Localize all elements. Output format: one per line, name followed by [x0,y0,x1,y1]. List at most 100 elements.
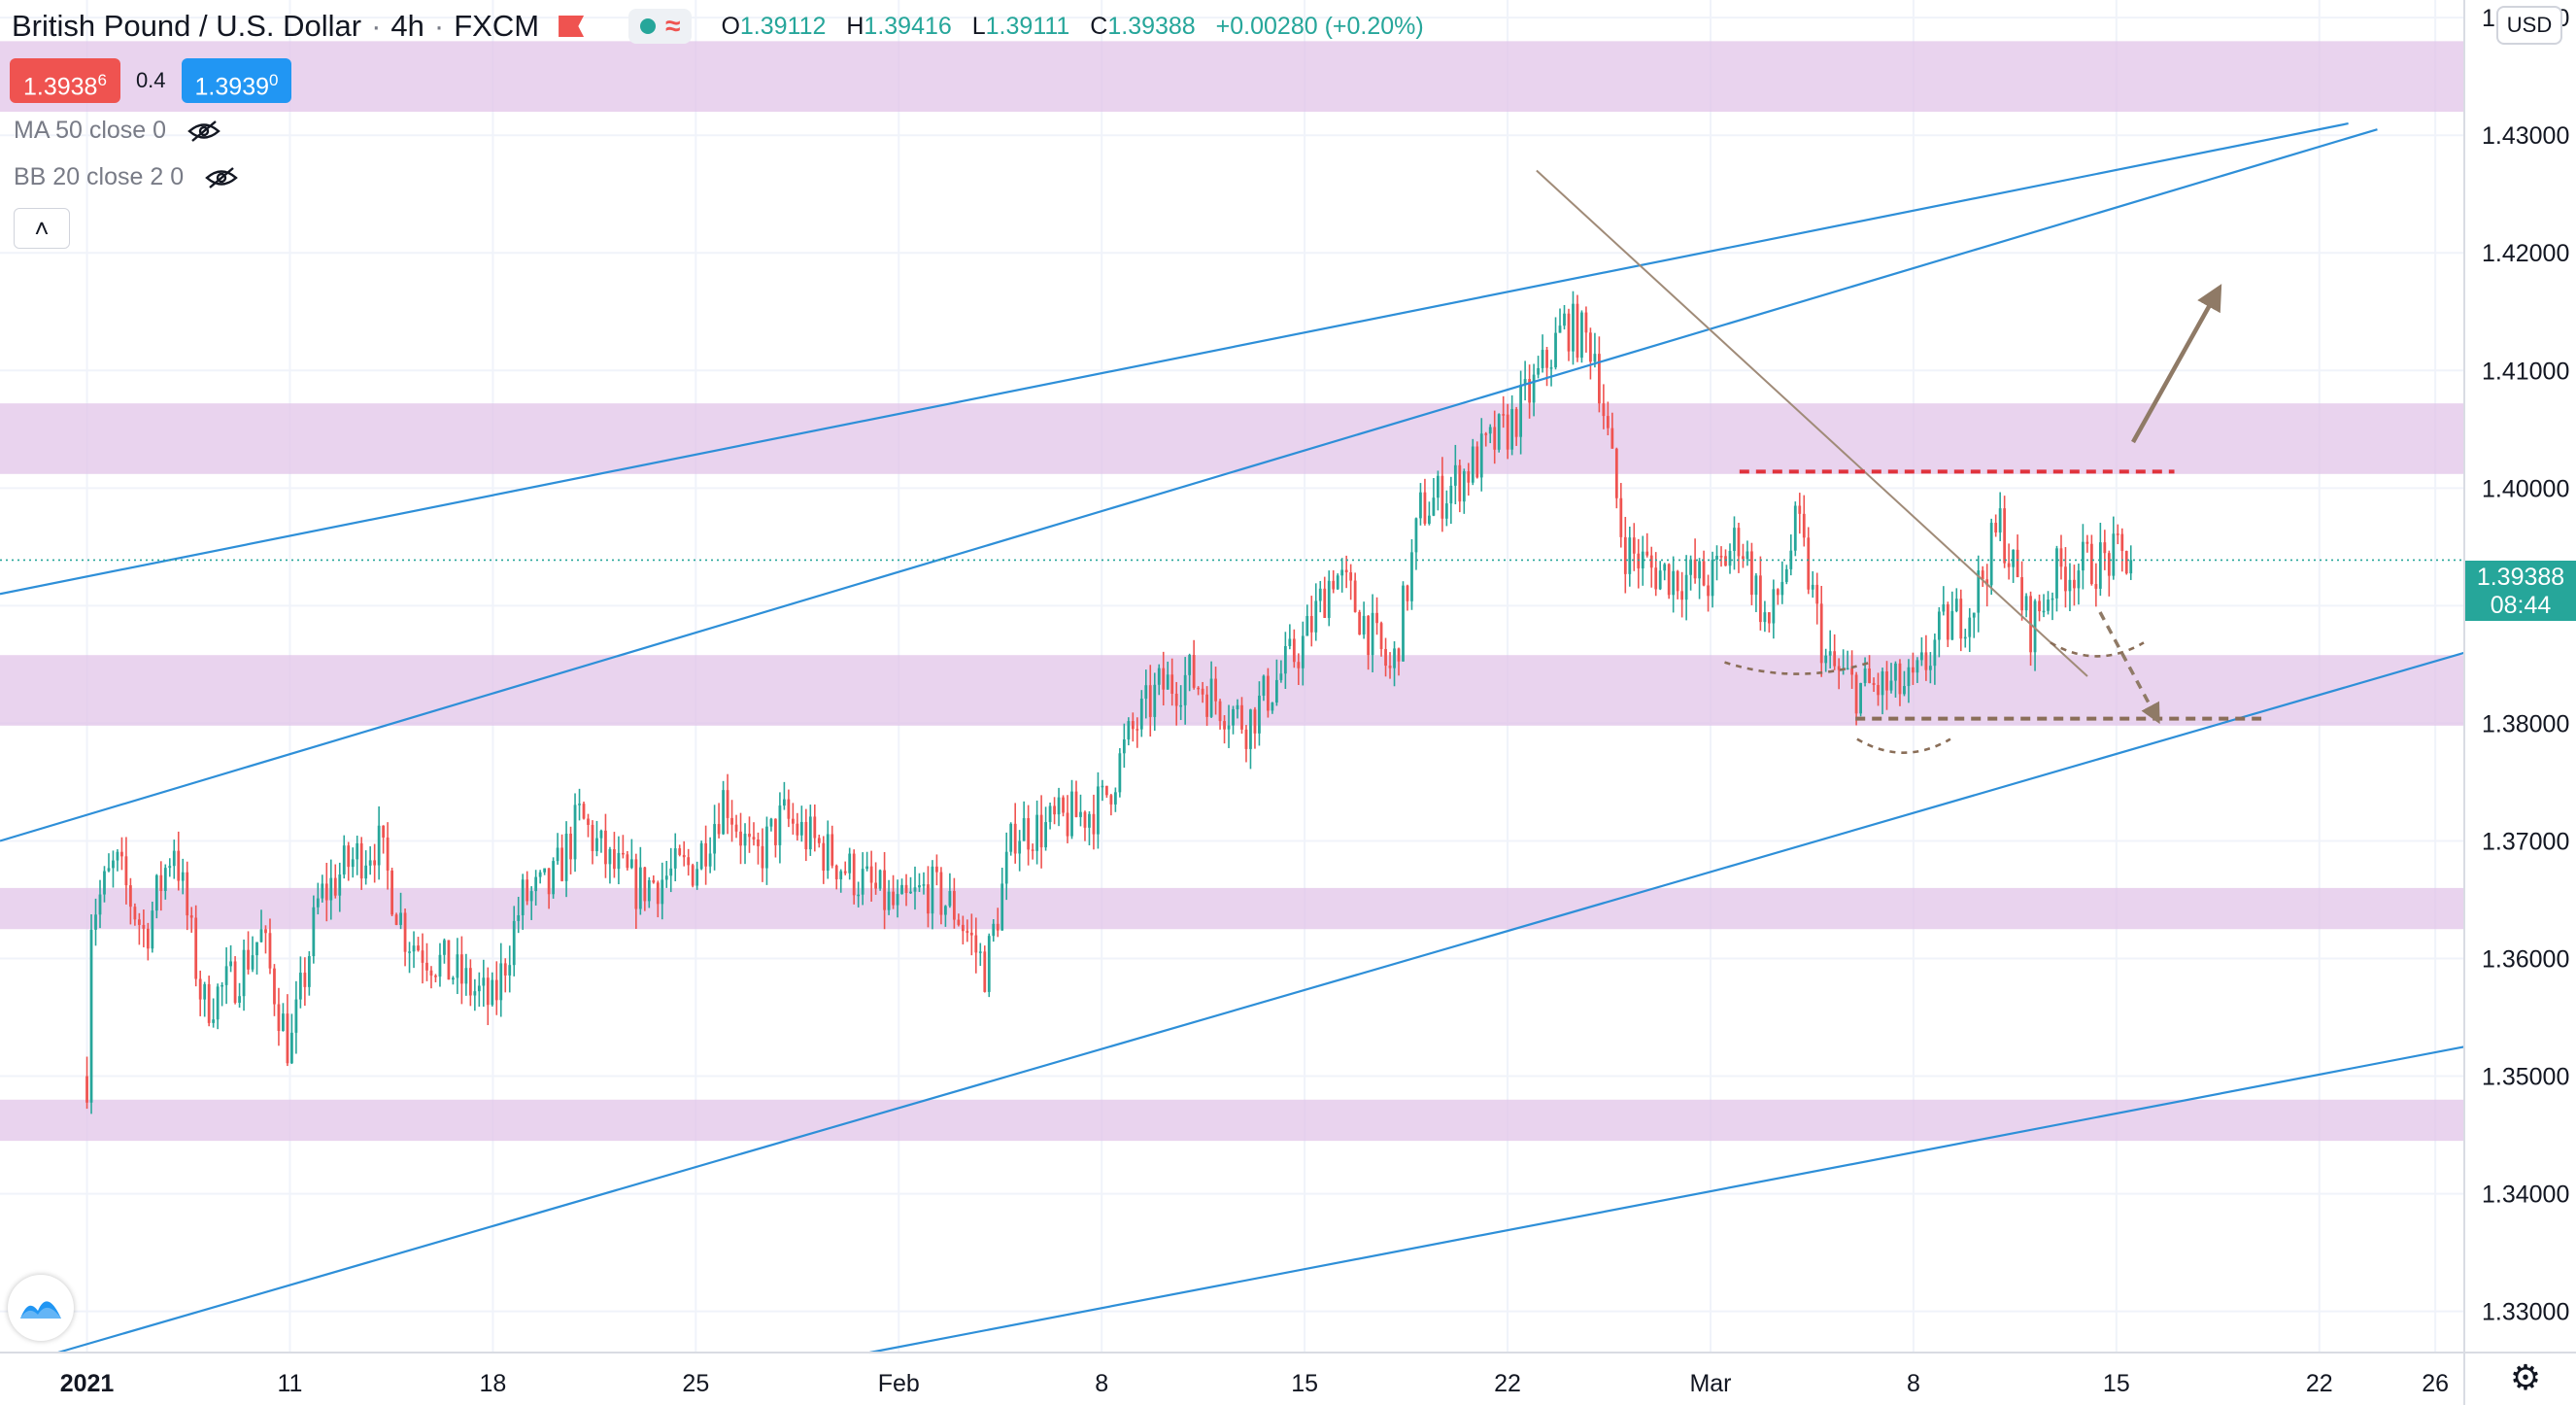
interval-label[interactable]: 4h [390,9,424,43]
ohlc-values: O1.39112 H1.39416 L1.39111 C1.39388 +0.0… [721,13,1423,41]
candle-body [194,917,198,979]
candle-body [1537,367,1540,375]
candle-body [1554,332,1557,368]
candle-body [359,842,363,879]
candle-body [329,877,333,901]
indicator-ma[interactable]: MA 50 close 0 [14,117,220,145]
candle-body [595,838,598,851]
candle-body [1580,312,1583,359]
candle-body [2098,542,2102,589]
candle-body [1039,814,1043,848]
candle-body [1493,427,1497,450]
candle-body [1877,684,1880,696]
candle-body [1148,685,1152,717]
market-open-dot-icon [640,18,657,34]
candle-body [1802,513,1806,538]
candle-body [769,818,773,827]
candle-body [1928,666,1932,670]
candle-body [425,962,428,971]
candle-body [1305,616,1309,636]
collapse-legend-button[interactable]: ˄ [14,208,70,249]
market-status-pill[interactable]: ≈ [628,9,693,44]
candle-body [1733,528,1736,552]
candle-body [927,884,930,914]
candle-body [491,979,494,1006]
candle-body [2033,600,2037,653]
candle-body [1309,616,1313,633]
candle-body [1645,551,1649,556]
candle-body [181,872,185,881]
open-label: O [721,12,740,40]
candle-body [203,983,207,1000]
candle-body [2012,549,2016,567]
candle-body [826,834,830,872]
price-tick-label: 1.41000 [2482,358,2569,385]
candle-body [1162,668,1166,690]
candle-body [1375,612,1378,624]
eye-crossed-icon[interactable] [187,120,220,142]
tradingview-logo-icon[interactable] [8,1275,74,1341]
candle-body [468,968,472,996]
candle-body [1318,588,1322,601]
candle-body [591,824,594,851]
candle-body [1188,655,1192,675]
price-axis[interactable]: 1.440001.430001.420001.410001.400001.390… [2463,0,2569,1405]
indicator-bb[interactable]: BB 20 close 2 0 [14,163,238,191]
pattern-arc [2050,641,2145,658]
candle-body [726,790,729,818]
candle-body [434,976,437,977]
indicator-bb-label: BB 20 close 2 0 [14,163,185,190]
candle-body [342,845,346,875]
candle-body [643,867,647,902]
buy-button[interactable]: 1.39390 [181,58,292,103]
candle-body [1205,694,1208,717]
channel-line [0,128,2378,842]
symbol-title[interactable]: British Pound / U.S. Dollar [12,9,362,43]
candle-body [1946,604,1949,640]
candle-body [673,848,677,869]
candle-body [830,834,834,866]
candle-body [691,865,695,886]
price-zone [0,1099,2464,1142]
candle-body [957,919,961,925]
candle-body [1563,313,1566,326]
high-label: H [846,12,864,40]
candle-body [1502,414,1506,416]
eye-crossed-icon[interactable] [205,166,238,188]
candle-body [808,816,812,850]
bar-countdown: 08:44 [2490,592,2552,619]
candle-body [94,914,97,930]
time-axis[interactable]: 2021 11 18 25 Feb 8 15 22 Mar 8 15 22 26 [0,1352,2576,1397]
supply-demand-zones [0,41,2464,1142]
candle-body [1606,416,1610,428]
candle-body [277,1004,281,1032]
candle-body [137,919,141,925]
candle-body [112,860,115,869]
candle-body [2003,508,2007,564]
candle-body [429,970,433,977]
candle-body [473,991,477,996]
candle-body [669,868,673,876]
flag-icon[interactable] [559,16,585,37]
price-tick-label: 1.37000 [2482,828,2569,855]
candle-body [1197,687,1201,690]
sell-button[interactable]: 1.39386 [10,58,120,103]
candle-body [1131,721,1135,730]
currency-button[interactable]: USD [2496,6,2562,45]
gear-icon[interactable]: ⚙ [2509,1357,2542,1397]
candle-body [1593,354,1597,362]
time-tick-label: 22 [1494,1370,1521,1397]
candle-body [525,879,529,902]
candle-body [286,1013,289,1064]
candle-body [2077,570,2081,589]
candle-body [1545,350,1548,368]
time-tick-label: 2021 [60,1370,115,1397]
candle-body [626,854,629,869]
candle-body [1854,674,1858,714]
low-value: 1.39111 [985,12,1070,40]
candle-body [1183,674,1187,705]
candle-body [1798,505,1802,514]
candle-body [878,870,882,889]
candle-body [294,999,298,1033]
